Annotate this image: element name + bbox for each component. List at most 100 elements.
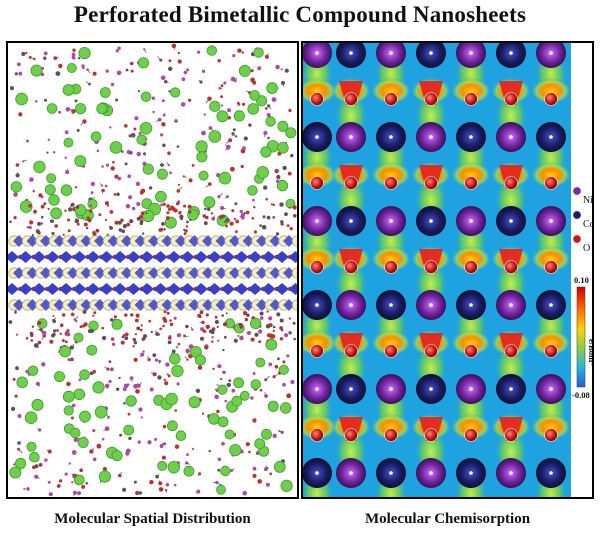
small-molecule <box>162 424 167 429</box>
octahedron <box>99 251 114 263</box>
small-molecule <box>43 56 47 60</box>
green-molecule <box>250 379 261 390</box>
small-molecule <box>38 463 43 467</box>
small-molecule <box>160 163 164 167</box>
adsorbed-molecule <box>130 313 134 317</box>
adsorbed-molecule <box>121 229 125 233</box>
adsorbed-molecule <box>276 312 281 317</box>
bond <box>241 335 243 339</box>
small-molecule <box>265 197 269 201</box>
bond <box>131 133 134 136</box>
small-molecule <box>232 54 236 58</box>
small-molecule <box>110 166 115 171</box>
adsorbed-molecule <box>9 220 12 224</box>
small-molecule <box>25 51 28 55</box>
octahedron <box>256 299 268 311</box>
bond <box>234 77 237 81</box>
atom-center <box>315 471 319 475</box>
small-molecule <box>268 316 273 321</box>
small-molecule <box>197 365 203 370</box>
small-molecule <box>13 192 18 197</box>
bond <box>158 480 161 484</box>
green-molecule <box>247 103 260 115</box>
adsorbed-molecule <box>211 336 214 339</box>
small-molecule <box>76 128 80 132</box>
octahedron <box>107 267 120 279</box>
o-atom <box>384 176 398 190</box>
adsorbed-molecule <box>141 232 145 235</box>
bond <box>273 373 278 378</box>
small-molecule <box>117 176 122 181</box>
atom-center <box>549 387 553 391</box>
octahedron <box>283 235 295 247</box>
adsorbed-molecule <box>244 317 248 322</box>
small-molecule <box>40 222 44 225</box>
green-molecule <box>111 450 123 462</box>
o-atom <box>544 92 558 106</box>
green-molecule <box>183 465 195 477</box>
octahedron <box>161 267 174 279</box>
small-molecule <box>47 138 50 141</box>
small-molecule <box>46 151 49 154</box>
small-molecule <box>257 479 262 484</box>
small-molecule <box>290 153 294 158</box>
atom-center <box>509 135 513 139</box>
green-molecule <box>62 84 75 96</box>
small-molecule <box>53 151 56 154</box>
small-molecule <box>288 108 292 113</box>
adsorbed-molecule <box>224 322 228 325</box>
green-molecule <box>79 410 91 423</box>
atom-center <box>315 219 319 223</box>
atom-center <box>549 303 553 307</box>
adsorbed-molecule <box>183 204 186 208</box>
colorbar-max-label: 0.10 <box>574 275 589 285</box>
bond <box>198 79 202 83</box>
octahedron <box>161 299 174 311</box>
adsorbed-molecule <box>70 312 75 317</box>
small-molecule <box>160 133 164 137</box>
bond <box>239 49 244 53</box>
atom-center <box>509 387 513 391</box>
adsorbed-molecule <box>210 330 215 335</box>
green-molecule <box>142 209 155 223</box>
bond <box>101 190 104 194</box>
o-atom <box>384 344 398 358</box>
adsorbed-molecule <box>117 220 122 225</box>
small-molecule <box>123 383 129 389</box>
adsorbed-molecule <box>75 205 80 209</box>
adsorbed-molecule <box>284 212 288 217</box>
adsorbed-molecule <box>64 209 67 212</box>
bond <box>150 372 155 375</box>
o-atom <box>424 344 438 358</box>
octahedron <box>296 272 297 274</box>
bond <box>184 335 189 338</box>
bond <box>147 355 150 360</box>
octahedron <box>175 299 187 311</box>
octahedron <box>248 283 262 295</box>
adsorbed-molecule <box>120 218 124 222</box>
small-molecule <box>268 362 273 367</box>
small-molecule <box>15 333 19 336</box>
adsorbed-molecule <box>207 207 211 211</box>
small-molecule <box>55 71 61 76</box>
adsorbed-molecule <box>140 211 145 216</box>
bond <box>100 183 103 186</box>
green-molecule <box>209 100 221 112</box>
atom-center <box>469 135 473 139</box>
small-molecule <box>15 163 20 167</box>
adsorbed-molecule <box>262 215 266 219</box>
small-molecule <box>112 160 115 164</box>
small-molecule <box>26 487 30 491</box>
small-molecule <box>171 43 177 49</box>
octahedron <box>167 251 181 263</box>
small-molecule <box>168 90 171 93</box>
octahedron <box>194 283 208 295</box>
green-molecule <box>44 184 56 196</box>
bond <box>70 358 73 360</box>
sheet-atom <box>291 235 297 247</box>
octahedron <box>72 283 87 295</box>
green-molecule <box>168 353 181 365</box>
bond <box>91 447 95 452</box>
green-molecule <box>253 47 264 58</box>
small-molecule <box>157 375 162 380</box>
